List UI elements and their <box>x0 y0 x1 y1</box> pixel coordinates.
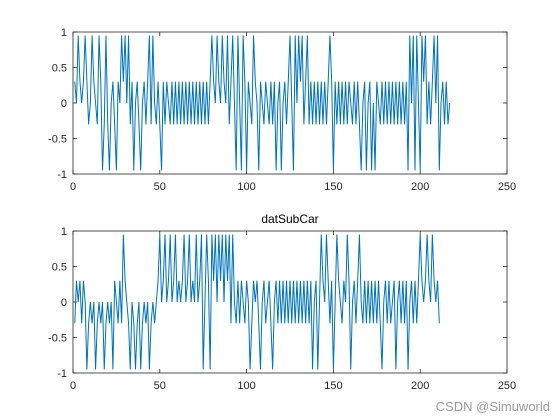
x-tick-label: 100 <box>237 181 255 193</box>
x-tick-label: 0 <box>70 380 76 392</box>
x-tick-label: 100 <box>237 380 255 392</box>
x-tick-label: 150 <box>324 380 342 392</box>
y-tick-label: -0.5 <box>48 134 67 146</box>
x-tick-label: 50 <box>154 380 166 392</box>
y-tick-label: 1 <box>61 27 67 39</box>
watermark-text: CSDN @Simuworld <box>435 399 550 414</box>
subplot-top: 0 50 100 150 200 250 -1 -0.5 0 0.5 1 <box>48 27 516 193</box>
y-tick-label: -1 <box>57 169 67 181</box>
x-tick-label: 200 <box>411 380 429 392</box>
x-tick-label: 200 <box>411 181 429 193</box>
y-tick-label: 0 <box>61 98 67 110</box>
subplot-title: datSubCar <box>261 212 318 226</box>
x-tick-label: 0 <box>70 181 76 193</box>
y-tick-label: 0 <box>61 297 67 309</box>
axes-box <box>72 230 508 374</box>
y-tick-label: 0.5 <box>52 262 67 274</box>
y-tick-label: -1 <box>57 368 67 380</box>
y-tick-label: -0.5 <box>48 333 67 345</box>
x-tick-label: 250 <box>498 181 516 193</box>
y-tick-label: 0.5 <box>52 63 67 75</box>
x-tick-label: 50 <box>154 181 166 193</box>
subplot-bottom: 0 50 100 150 200 250 -1 -0.5 0 0.5 1 datSubCar <box>48 212 516 392</box>
x-tick-label: 250 <box>498 380 516 392</box>
series-line <box>74 234 440 370</box>
y-tick-label: 1 <box>61 226 67 238</box>
series-line <box>74 35 451 171</box>
x-tick-label: 150 <box>324 181 342 193</box>
